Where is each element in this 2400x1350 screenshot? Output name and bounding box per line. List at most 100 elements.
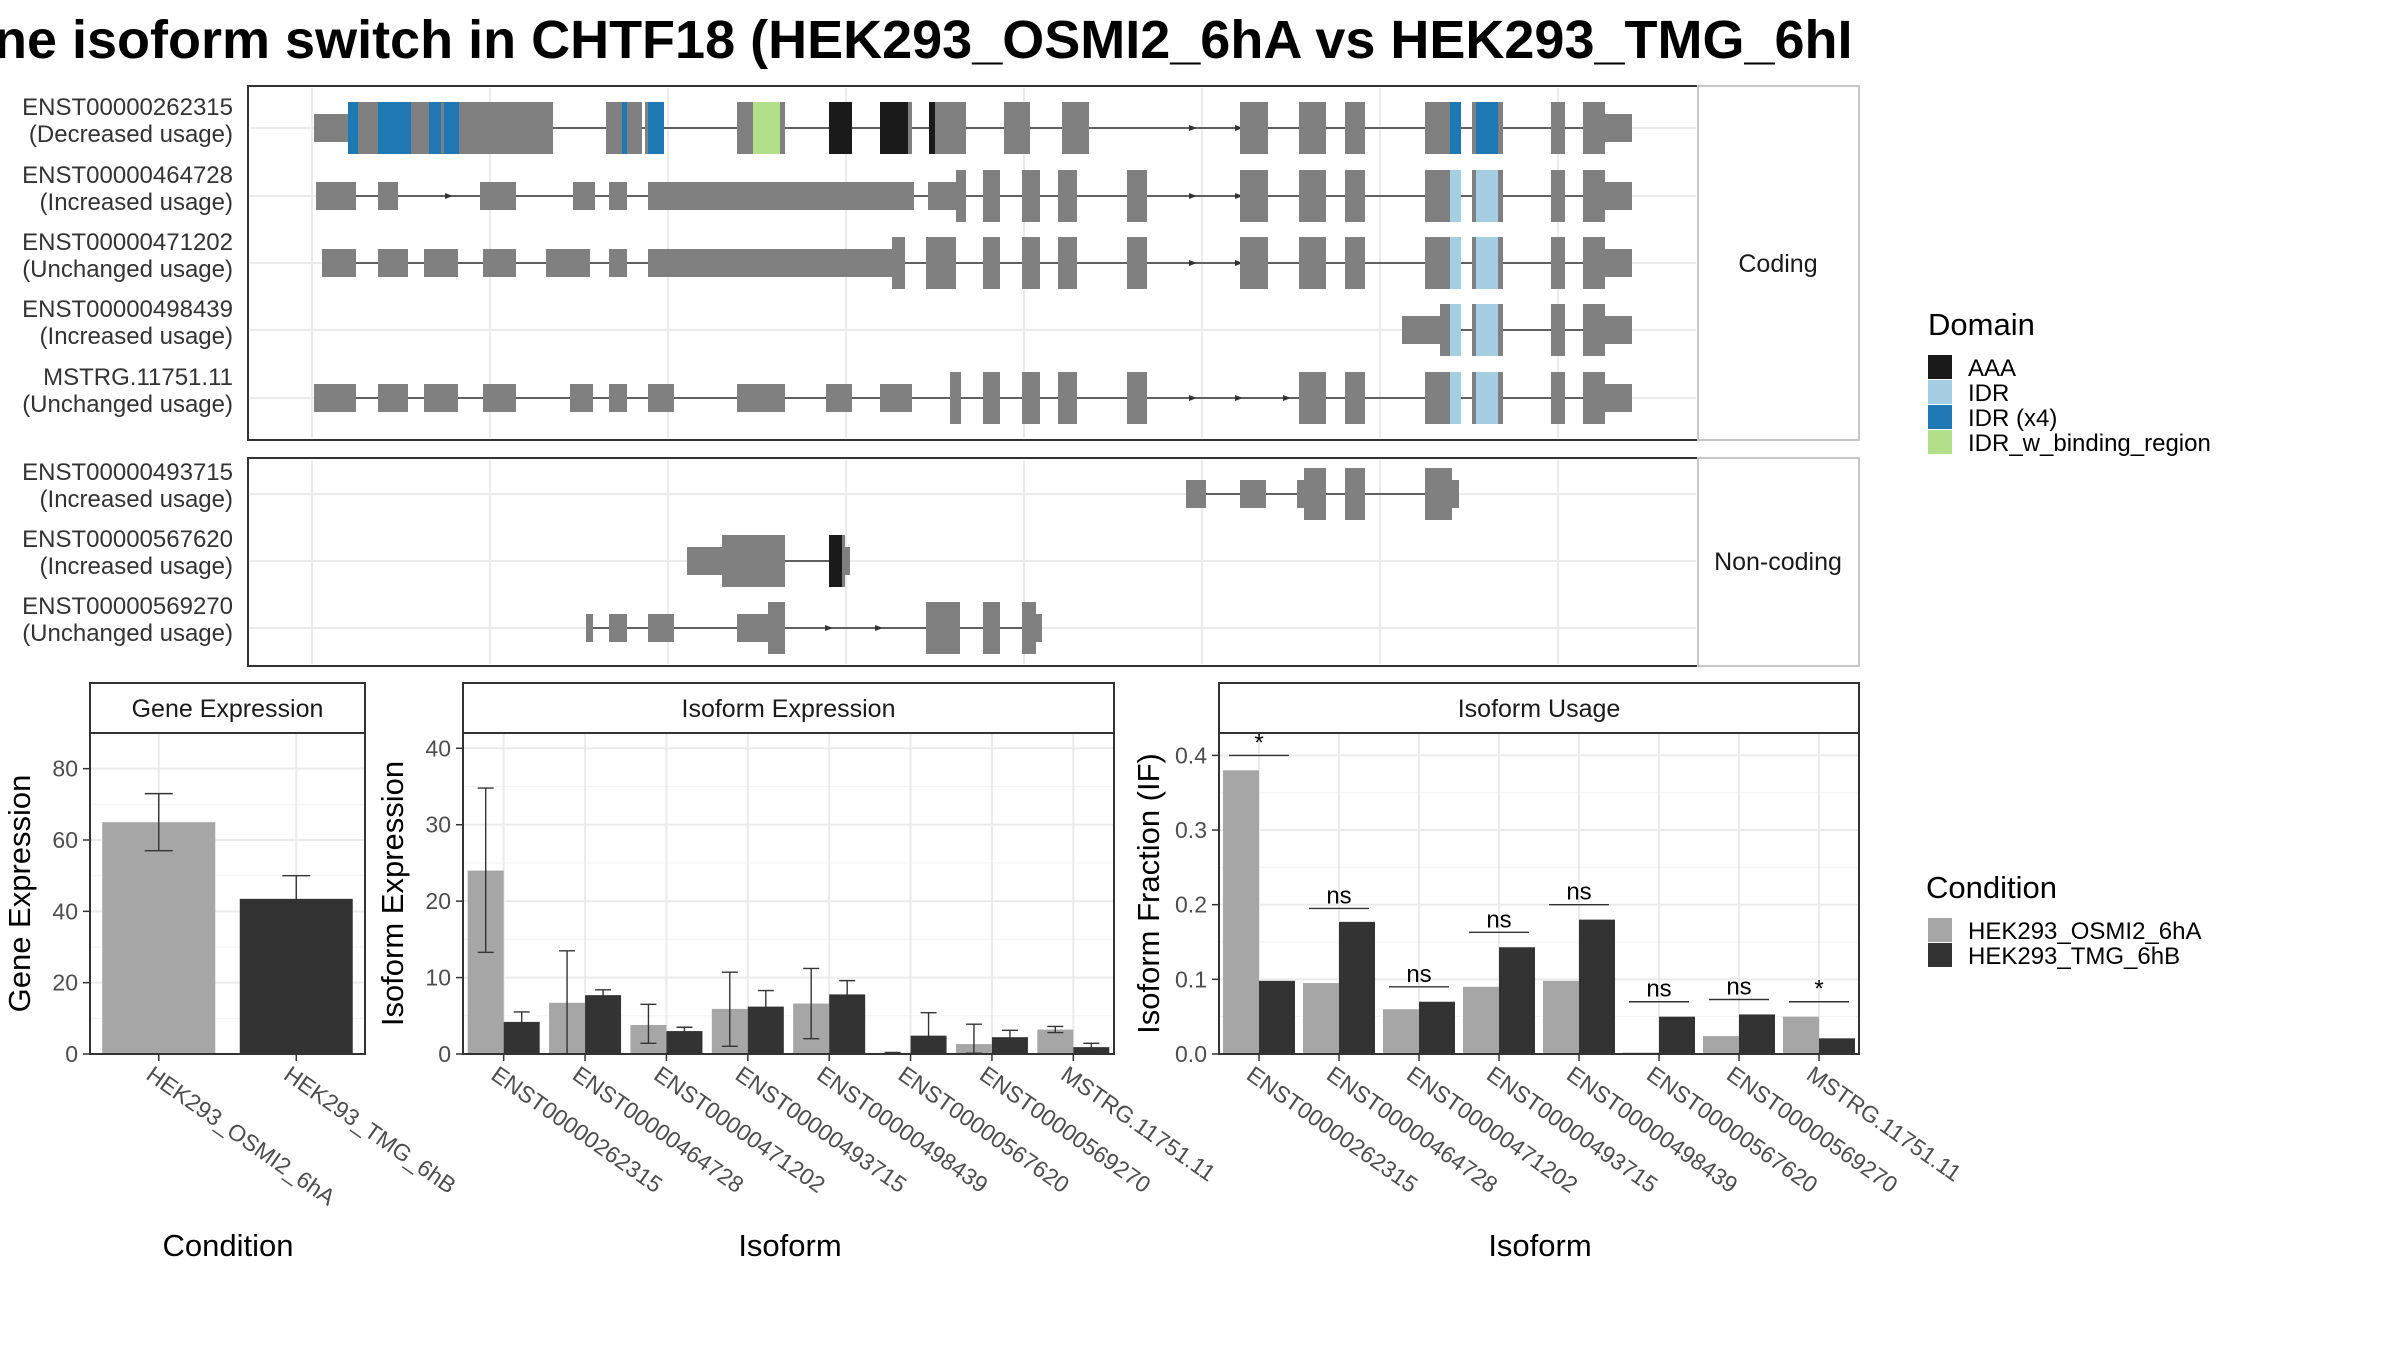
strand-arrow bbox=[1189, 125, 1197, 131]
strand-arrow bbox=[1235, 125, 1243, 131]
coding-panel: Coding bbox=[247, 85, 1860, 441]
exon bbox=[983, 237, 1000, 289]
y-tick-label: 20 bbox=[425, 888, 451, 914]
bar bbox=[1703, 1036, 1739, 1054]
domain-segment bbox=[1476, 170, 1498, 222]
exon bbox=[1425, 372, 1454, 424]
strand-arrow bbox=[825, 625, 833, 631]
strand-arrow bbox=[1189, 193, 1197, 199]
significance-label: * bbox=[1814, 976, 1823, 1003]
legend-label: IDR (x4) bbox=[1968, 405, 2057, 432]
transcript-usage-label: (Unchanged usage) bbox=[22, 620, 233, 647]
bar bbox=[1783, 1016, 1819, 1054]
exon bbox=[1299, 237, 1326, 289]
exon bbox=[586, 614, 593, 642]
exon bbox=[1425, 102, 1454, 154]
exon bbox=[1299, 102, 1326, 154]
legend-label: IDR bbox=[1968, 380, 2009, 407]
coding-strip bbox=[1697, 85, 1860, 441]
transcript-usage-label: (Increased usage) bbox=[40, 189, 233, 216]
legend-swatch bbox=[1928, 355, 1952, 379]
chart-title: Gene Expression bbox=[132, 695, 324, 723]
coding-tracks bbox=[250, 88, 1696, 438]
exon bbox=[1551, 170, 1565, 222]
legend-label: HEK293_OSMI2_6hA bbox=[1968, 918, 2201, 945]
exon bbox=[983, 602, 1000, 654]
exon bbox=[1127, 372, 1147, 424]
domain-segment bbox=[1476, 102, 1498, 154]
y-axis-title: Isoform Expression bbox=[375, 761, 410, 1026]
y-axis-title: Gene Expression bbox=[2, 775, 37, 1013]
y-tick-label: 80 bbox=[52, 756, 78, 782]
legend-swatch bbox=[1928, 405, 1952, 429]
exon bbox=[1583, 170, 1605, 222]
domain-segment bbox=[648, 102, 664, 154]
bar bbox=[666, 1031, 703, 1054]
exon bbox=[926, 602, 960, 654]
transcript-id-label: ENST00000464728 bbox=[22, 162, 233, 189]
domain-segment bbox=[622, 102, 627, 154]
domain-segment bbox=[929, 102, 935, 154]
transcript-id-label: ENST00000567620 bbox=[22, 526, 233, 553]
chart-frame bbox=[1218, 732, 1860, 1055]
exon bbox=[1022, 602, 1036, 654]
bar bbox=[991, 1037, 1028, 1054]
exon bbox=[1452, 480, 1459, 508]
strand-arrow bbox=[445, 193, 453, 199]
noncoding-strip bbox=[1697, 457, 1860, 667]
exon bbox=[1022, 170, 1040, 222]
legend-label: AAA bbox=[1968, 355, 2016, 382]
exon bbox=[517, 102, 553, 154]
exon bbox=[983, 372, 1000, 424]
y-tick-label: 0 bbox=[65, 1041, 78, 1067]
strand-arrow bbox=[1235, 193, 1243, 199]
bar bbox=[1419, 1001, 1455, 1054]
bar bbox=[1339, 921, 1375, 1054]
bar bbox=[1037, 1029, 1074, 1054]
exon bbox=[1299, 372, 1326, 424]
exon bbox=[546, 249, 590, 277]
bar bbox=[1499, 947, 1535, 1054]
y-axis-title: Isoform Fraction (IF) bbox=[1131, 753, 1166, 1034]
transcript-id-label: ENST00000498439 bbox=[22, 296, 233, 323]
exon bbox=[1299, 170, 1326, 222]
strand-arrow bbox=[1283, 395, 1291, 401]
chart-strip bbox=[89, 682, 366, 734]
transcript-id-label: ENST00000569270 bbox=[22, 593, 233, 620]
exon bbox=[609, 384, 627, 412]
y-tick-label: 40 bbox=[425, 735, 451, 761]
legend-swatch bbox=[1928, 943, 1952, 967]
y-tick-label: 0 bbox=[438, 1041, 451, 1067]
bar bbox=[102, 822, 216, 1054]
exon bbox=[1022, 372, 1040, 424]
exon bbox=[928, 182, 956, 210]
exon bbox=[1345, 237, 1365, 289]
legend-swatch bbox=[1928, 430, 1952, 454]
exon bbox=[378, 384, 408, 412]
transcript-id-label: ENST00000262315 bbox=[22, 94, 233, 121]
exon bbox=[983, 170, 1000, 222]
exon bbox=[1345, 170, 1365, 222]
bar bbox=[585, 995, 622, 1054]
exon bbox=[1605, 182, 1632, 210]
exon bbox=[378, 182, 398, 210]
exon bbox=[378, 249, 408, 277]
exon bbox=[1605, 249, 1632, 277]
transcript-id-label: MSTRG.11751.11 bbox=[43, 364, 233, 391]
exon bbox=[880, 384, 912, 412]
bar bbox=[1259, 980, 1295, 1054]
bar bbox=[1223, 770, 1259, 1054]
exon bbox=[1058, 170, 1077, 222]
exon bbox=[1605, 384, 1632, 412]
domain-segment bbox=[1450, 102, 1461, 154]
exon bbox=[648, 249, 892, 277]
exon bbox=[1240, 102, 1268, 154]
significance-label: ns bbox=[1726, 974, 1751, 1001]
exon bbox=[950, 372, 961, 424]
exon bbox=[1186, 480, 1206, 508]
exon bbox=[1062, 102, 1089, 154]
exon bbox=[1402, 316, 1440, 344]
exon bbox=[483, 249, 516, 277]
domain-legend-title: Domain bbox=[1928, 307, 2035, 342]
